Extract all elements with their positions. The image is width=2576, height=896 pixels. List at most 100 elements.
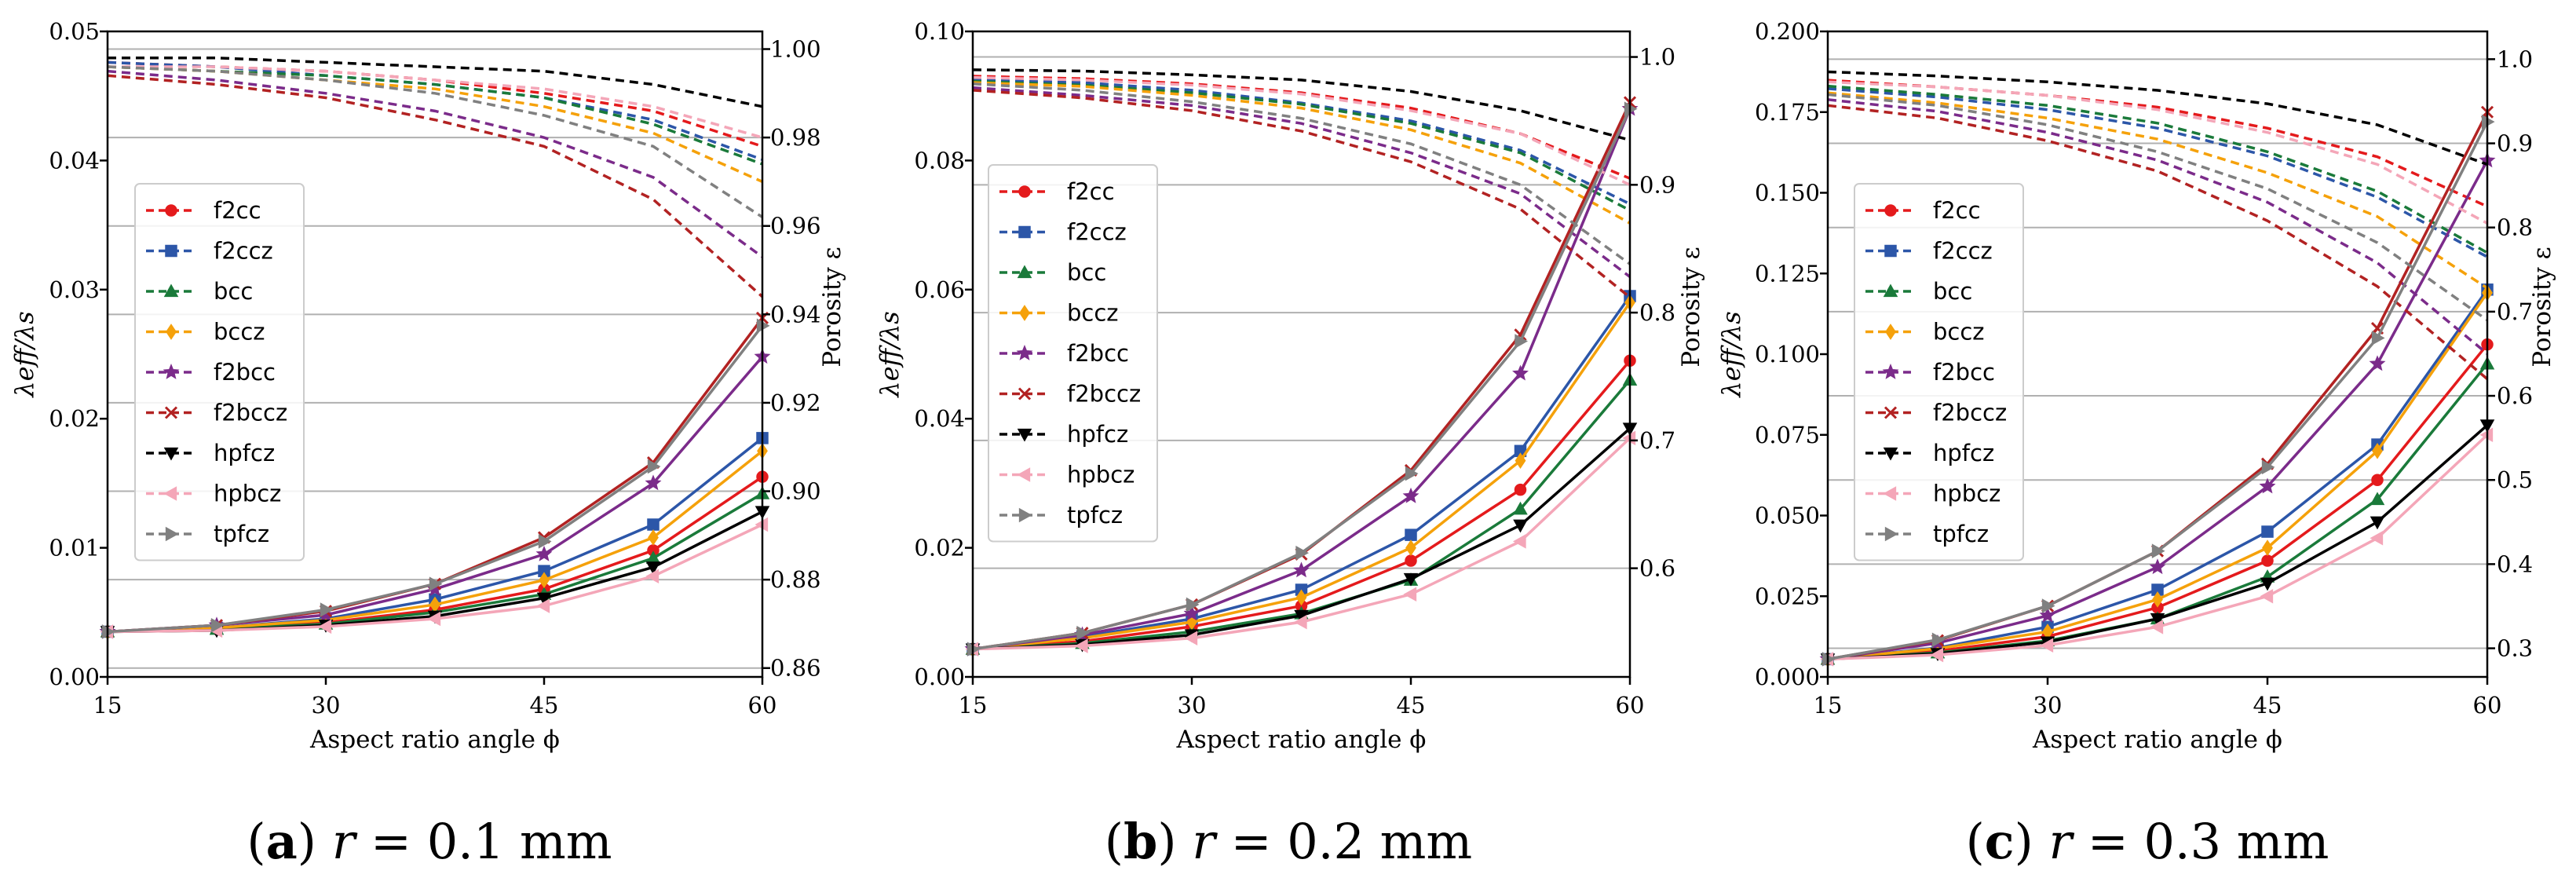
legend: f2cc f2ccz bcc bccz f2bcc f2bccz hpfcz hpbcz tpf… bbox=[134, 183, 305, 561]
caption-paren-close: ) bbox=[1157, 813, 1177, 870]
data-point-conductivity bbox=[1186, 597, 1200, 613]
legend-label: f2ccz bbox=[214, 238, 273, 265]
data-point-conductivity bbox=[648, 529, 659, 546]
y-tick-label: 0.06 bbox=[914, 276, 965, 303]
y2-axis-label: Porosity ε bbox=[1677, 247, 1705, 367]
y2-tick-label: 0.9 bbox=[2497, 130, 2533, 157]
data-point-conductivity bbox=[1405, 528, 1417, 541]
x-axis: 15 30 45 60 Aspect ratio angle ϕ bbox=[1814, 677, 2502, 754]
data-point-conductivity bbox=[539, 572, 550, 589]
y-tick-label: 0.125 bbox=[1755, 260, 1820, 287]
panel-a: 15 30 45 60 Aspect ratio angle ϕ 0.00 0.01 0.02… bbox=[0, 0, 859, 896]
y-tick-label: 0.075 bbox=[1755, 422, 1820, 448]
legend-label: bcc bbox=[214, 278, 253, 305]
x-tick-label: 15 bbox=[93, 692, 122, 719]
data-point-conductivity bbox=[645, 569, 660, 584]
series-line-porosity bbox=[107, 74, 764, 298]
y2-tick-label: 0.92 bbox=[770, 389, 821, 416]
y2-tick-label: 0.90 bbox=[770, 478, 821, 505]
y-tick-label: 0.175 bbox=[1755, 99, 1820, 126]
data-point-conductivity bbox=[1403, 572, 1419, 587]
y2-tick-label: 0.8 bbox=[1639, 299, 1675, 326]
legend: f2cc f2ccz bcc bccz f2bcc f2bccz hpfcz hpbcz tpf… bbox=[988, 164, 1158, 543]
data-point-conductivity bbox=[2262, 539, 2273, 556]
y2-tick-label: 0.6 bbox=[2497, 382, 2533, 409]
x-tick-label: 60 bbox=[2473, 692, 2502, 719]
data-point-conductivity bbox=[2259, 477, 2276, 494]
y2-tick-label: 0.6 bbox=[1639, 555, 1675, 582]
data-point-conductivity bbox=[536, 598, 550, 613]
legend-label: f2ccz bbox=[1067, 219, 1127, 246]
y2-tick-label: 0.9 bbox=[1639, 171, 1675, 198]
y-tick-label: 0.05 bbox=[49, 18, 100, 45]
data-point-conductivity bbox=[2370, 516, 2385, 530]
y2-tick-label: 1.0 bbox=[1639, 44, 1675, 71]
caption-variable: r bbox=[2048, 813, 2073, 870]
legend-marker bbox=[1883, 486, 1897, 501]
y-axis-right: 0.6 0.7 0.8 0.9 1.0 Porosity ε bbox=[1630, 44, 1705, 582]
series-line-porosity bbox=[972, 79, 1631, 212]
data-point-conductivity bbox=[427, 611, 441, 627]
legend-label: tpfcz bbox=[214, 521, 269, 547]
series-line-porosity bbox=[972, 81, 1631, 225]
legend-marker bbox=[1019, 305, 1030, 321]
data-point-conductivity bbox=[2040, 638, 2054, 653]
legend-label: bcc bbox=[1933, 278, 1972, 305]
legend-label: hpbcz bbox=[1933, 481, 2001, 507]
y-axis-left: 0.000 0.025 0.050 0.075 0.100 0.125 0.150 0.175… bbox=[1718, 18, 1828, 690]
data-point-conductivity bbox=[2369, 355, 2386, 371]
data-point-conductivity bbox=[2152, 591, 2163, 608]
y-tick-label: 0.08 bbox=[914, 147, 965, 174]
y-tick-label: 0.00 bbox=[49, 664, 100, 690]
x-tick-label: 15 bbox=[959, 692, 988, 719]
data-point-conductivity bbox=[2261, 525, 2274, 538]
data-point-conductivity bbox=[1402, 487, 1420, 503]
y-axis-label: λeff/λs bbox=[875, 311, 904, 398]
y-axis-label: λeff/λs bbox=[1718, 311, 1746, 398]
x-tick-label: 15 bbox=[1814, 692, 1843, 719]
data-point-conductivity bbox=[429, 576, 443, 591]
data-point-conductivity bbox=[1184, 631, 1198, 645]
y-axis-right: 0.3 0.4 0.5 0.6 0.7 0.8 0.9 1.0 Porosity ε bbox=[2487, 46, 2556, 662]
data-point-conductivity bbox=[1076, 625, 1091, 641]
legend-label: hpfcz bbox=[1933, 440, 1994, 466]
data-point-conductivity bbox=[2150, 613, 2165, 627]
data-point-conductivity bbox=[2149, 558, 2166, 575]
data-point-conductivity bbox=[1293, 561, 1310, 578]
y2-tick-label: 0.8 bbox=[2497, 214, 2533, 241]
legend-label: f2ccz bbox=[1933, 238, 1993, 265]
x-axis: 15 30 45 60 Aspect ratio angle ϕ bbox=[93, 677, 777, 754]
legend-label: f2cc bbox=[1933, 197, 1981, 224]
legend-marker bbox=[164, 406, 178, 419]
data-point-conductivity bbox=[1514, 483, 1527, 496]
series-line-porosity bbox=[1827, 79, 2488, 208]
caption-value: = 0.3 mm bbox=[2072, 813, 2329, 870]
data-point-conductivity bbox=[1931, 632, 1946, 648]
x-tick-label: 60 bbox=[748, 692, 777, 719]
y2-tick-label: 0.96 bbox=[770, 213, 821, 240]
legend-label: f2bcc bbox=[1067, 340, 1129, 367]
x-axis-label: Aspect ratio angle ϕ bbox=[2032, 726, 2282, 754]
legend-marker bbox=[1018, 185, 1031, 198]
x-tick-label: 30 bbox=[2033, 692, 2063, 719]
y-tick-label: 0.000 bbox=[1755, 664, 1820, 690]
y2-tick-label: 0.88 bbox=[770, 566, 821, 593]
caption-value: = 0.1 mm bbox=[355, 813, 612, 870]
series-group bbox=[99, 57, 771, 640]
series-line-porosity bbox=[108, 57, 763, 108]
data-point-conductivity bbox=[2151, 543, 2165, 558]
series-line-porosity bbox=[972, 75, 1631, 180]
series-tpfcz bbox=[966, 82, 1638, 656]
data-point-conductivity bbox=[1295, 589, 1307, 606]
series-line-porosity bbox=[107, 60, 763, 148]
series-line-porosity bbox=[972, 75, 1631, 186]
legend-marker bbox=[165, 244, 177, 258]
legend-marker bbox=[1884, 244, 1897, 258]
caption-paren-close: ) bbox=[297, 813, 316, 870]
y-axis-right: 0.86 0.88 0.90 0.92 0.94 0.96 0.98 1.00 Porosity… bbox=[762, 36, 846, 682]
y-tick-label: 0.200 bbox=[1755, 18, 1820, 45]
data-point-conductivity bbox=[647, 459, 661, 474]
series-line-porosity bbox=[1827, 93, 2489, 322]
series-line-porosity bbox=[972, 82, 1631, 265]
data-point-conductivity bbox=[2150, 620, 2164, 635]
